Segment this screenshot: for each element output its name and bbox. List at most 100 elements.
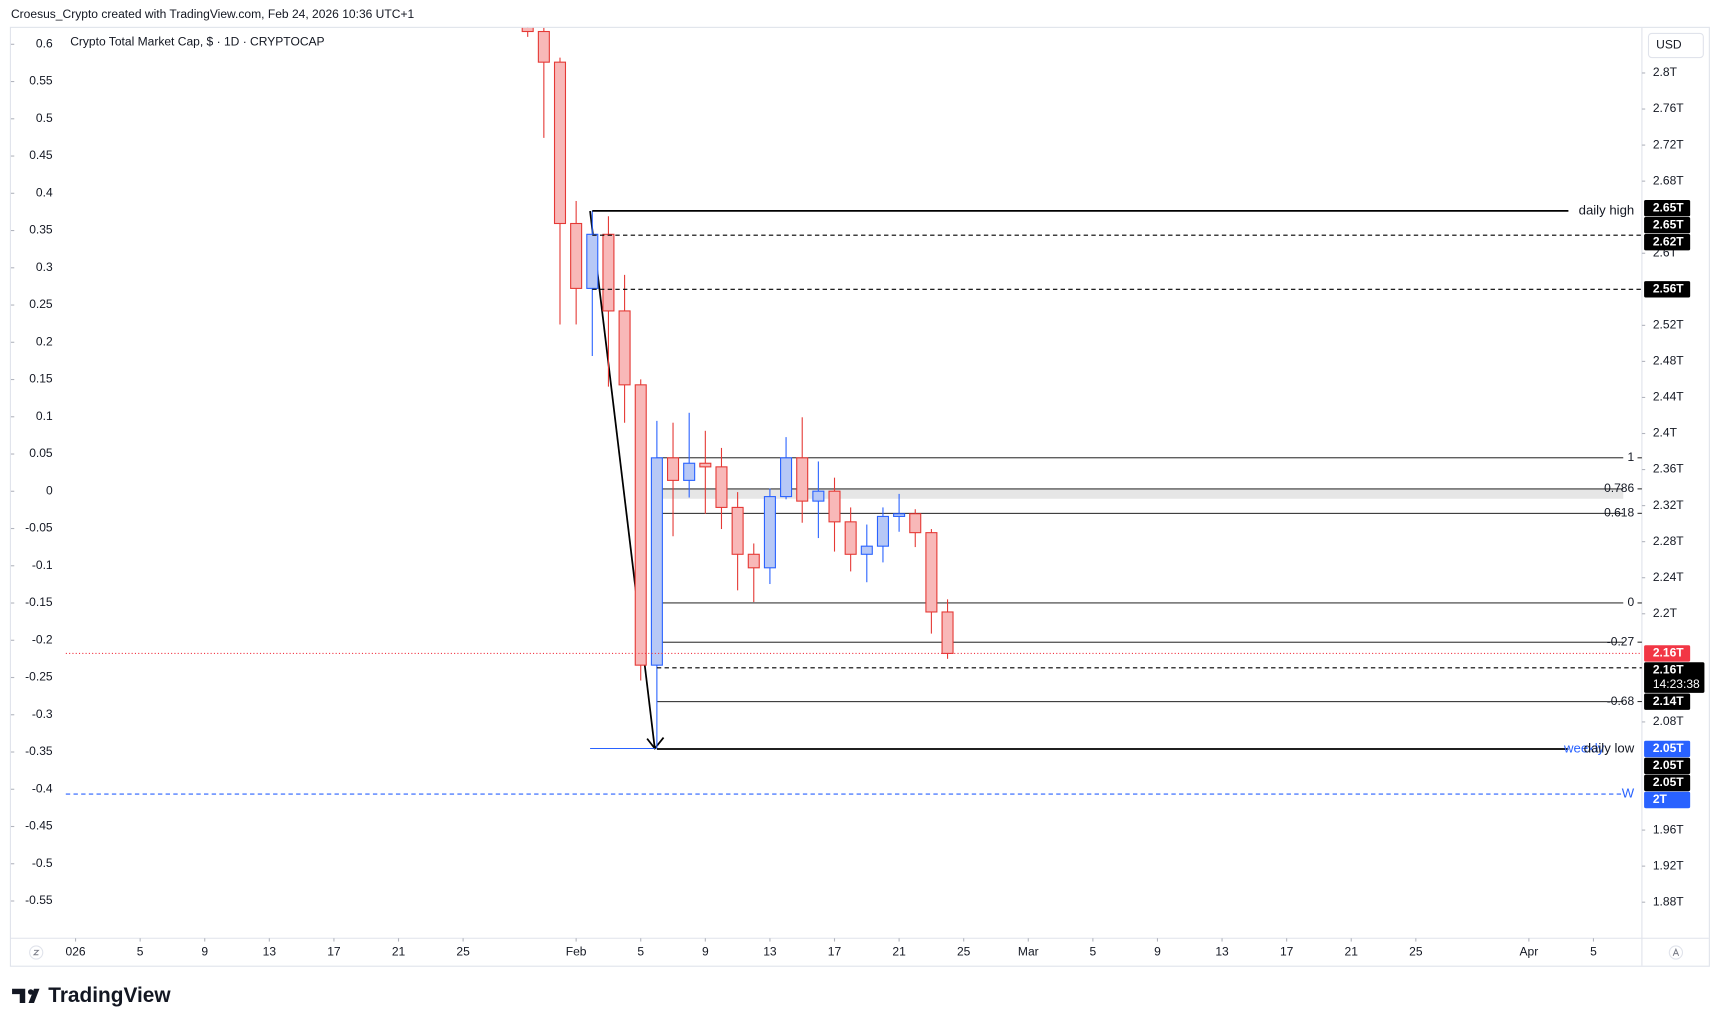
price-label: 2.62T <box>1653 234 1684 248</box>
candle-body <box>909 513 922 534</box>
y2-tick-label: 0.15 <box>29 372 53 386</box>
y-tick-label: 2.68T <box>1653 173 1684 187</box>
price-label: 2.16T <box>1653 663 1684 677</box>
price-label: 2.05T <box>1653 758 1684 772</box>
y2-tick-label: 0.5 <box>36 111 53 125</box>
price-label: 2.14T <box>1653 694 1684 708</box>
x-tick-label: 13 <box>1215 945 1229 959</box>
price-label-box <box>1644 281 1691 298</box>
auto-scale-button[interactable] <box>1668 945 1684 960</box>
y2-tick-label: 0.6 <box>36 36 53 50</box>
candle-body <box>553 61 567 225</box>
candle-body <box>537 30 550 63</box>
price-label: 2.56T <box>1653 281 1684 295</box>
price-label: 2.65T <box>1653 217 1684 231</box>
chart-frame <box>9 26 1710 967</box>
x-tick-label: 21 <box>892 945 906 959</box>
x-tick-label: 17 <box>1280 945 1294 959</box>
countdown: 14:23:38 <box>1653 677 1700 691</box>
x-tick-label: 9 <box>201 945 208 959</box>
price-label-box <box>1644 740 1691 758</box>
x-tick-label: 25 <box>456 945 470 959</box>
currency: USD <box>1656 38 1682 52</box>
price-label: 2.05T <box>1653 775 1684 789</box>
y-tick-label: 2.52T <box>1653 318 1684 332</box>
price-label: 2.16T <box>1653 646 1684 660</box>
candle-body <box>586 233 599 289</box>
logo-dot <box>27 989 34 995</box>
candle-body <box>860 545 873 555</box>
level-note: daily low <box>1584 740 1635 755</box>
candle-body <box>650 457 663 666</box>
x-tick-label: 21 <box>392 945 406 959</box>
y2-tick-label: -0.2 <box>32 632 53 646</box>
candle-body <box>747 553 760 569</box>
y-tick-label: 2.36T <box>1653 462 1684 476</box>
candle-body <box>893 513 906 517</box>
price-label: 2T <box>1653 792 1668 806</box>
x-tick-label: 9 <box>1154 945 1161 959</box>
y2-tick-label: 0 <box>46 483 53 497</box>
price-label-box <box>1644 791 1691 809</box>
price-label-box <box>1644 216 1691 234</box>
fib-label: -0.27 <box>1607 634 1635 648</box>
price-label-box <box>1644 662 1705 693</box>
y-tick-label: 1.96T <box>1653 822 1684 836</box>
candle-body <box>715 466 728 508</box>
y-tick-label: 2.44T <box>1653 390 1684 404</box>
level-note: daily high <box>1579 202 1635 217</box>
candle-body <box>521 27 534 33</box>
candle-body <box>634 384 647 666</box>
x-tick-label: 9 <box>702 945 709 959</box>
fib-label: -0.68 <box>1607 694 1635 708</box>
candle-body <box>602 233 615 312</box>
x-tick-label: 25 <box>1409 945 1423 959</box>
y-tick-label: 2.2T <box>1653 606 1678 620</box>
candle-body <box>925 532 938 613</box>
candle-body <box>844 521 857 555</box>
logo <box>12 988 40 1003</box>
x-tick-label: 17 <box>327 945 341 959</box>
brand: TradingView <box>48 984 171 1007</box>
currency-box[interactable] <box>1647 32 1704 59</box>
y-tick-label: 2.4T <box>1653 426 1678 440</box>
x-tick-label: 13 <box>763 945 777 959</box>
candle-body <box>828 490 841 523</box>
price-label: 2.65T <box>1653 200 1684 214</box>
y-tick-label: 1.88T <box>1653 894 1684 908</box>
price-label-box <box>1644 774 1691 792</box>
y-tick-label: 2.8T <box>1653 65 1678 79</box>
price-label: 2.05T <box>1653 741 1684 755</box>
timezone-icon <box>32 949 40 956</box>
candle-body <box>780 457 793 498</box>
candle-body <box>618 310 631 386</box>
level-note: weekly <box>1563 740 1605 755</box>
x-tick-label: 13 <box>263 945 277 959</box>
x-tick-label: 5 <box>1590 945 1597 959</box>
candle-body <box>683 462 696 481</box>
price-label-box <box>1644 233 1691 251</box>
y2-tick-label: 0.2 <box>36 334 53 348</box>
level-note: W <box>1622 786 1635 801</box>
y2-tick-label: 0.35 <box>29 223 53 237</box>
y-tick-label: 2.72T <box>1653 137 1684 151</box>
price-label-box <box>1644 757 1691 775</box>
auto-icon <box>1672 947 1680 956</box>
candle-body <box>796 457 809 502</box>
y2-tick-label: 0.1 <box>36 409 53 423</box>
x-tick-label: 25 <box>957 945 971 959</box>
x-tick-label: 5 <box>637 945 644 959</box>
fib-label: 0.786 <box>1604 481 1634 495</box>
candle-body <box>731 506 744 555</box>
y-tick-label: 2.08T <box>1653 714 1684 728</box>
x-tick-label: 026 <box>66 945 86 959</box>
candle-body <box>812 490 825 502</box>
candle-body <box>763 496 776 569</box>
candle-body <box>666 457 680 481</box>
y-tick-label: 2.32T <box>1653 498 1684 512</box>
x-tick-label: 17 <box>828 945 842 959</box>
y-tick-label: 2.76T <box>1653 101 1684 115</box>
y2-tick-label: -0.1 <box>32 558 53 572</box>
x-tick-label: 21 <box>1345 945 1359 959</box>
